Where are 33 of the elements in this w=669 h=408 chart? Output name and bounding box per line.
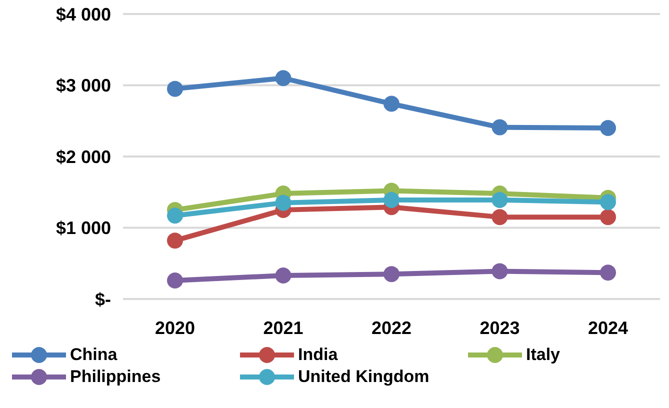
x-tick-label: 2020 — [154, 318, 196, 338]
point — [600, 264, 616, 281]
point — [492, 263, 508, 280]
point — [600, 194, 616, 210]
x-tick-label: 2022 — [371, 318, 412, 338]
y-tick-label: $3 000 — [56, 76, 111, 96]
y-tick-label: $1 000 — [56, 218, 111, 238]
legend-label: China — [70, 345, 118, 365]
legend-label: Philippines — [70, 367, 161, 387]
x-tick-label: 2023 — [480, 318, 520, 338]
point — [492, 209, 508, 226]
legend-label: India — [298, 345, 338, 365]
point — [167, 272, 183, 288]
point — [275, 70, 292, 86]
point — [167, 232, 183, 249]
legend-label: Italy — [526, 345, 560, 365]
point — [600, 209, 616, 226]
y-tick-label: $- — [94, 289, 111, 310]
point — [384, 192, 400, 208]
point — [275, 267, 292, 284]
x-tick-label: 2024 — [588, 318, 628, 338]
point — [600, 120, 616, 136]
point — [384, 96, 400, 112]
y-tick-label: $4 000 — [56, 4, 111, 24]
y-tick-label: $2 000 — [56, 146, 111, 167]
legend-label: United Kingdom — [298, 367, 430, 387]
point — [167, 208, 183, 224]
point — [492, 192, 508, 208]
x-tick-label: 2021 — [263, 318, 304, 338]
point — [167, 80, 183, 97]
point — [384, 266, 400, 282]
point — [275, 194, 292, 211]
point — [492, 119, 508, 136]
